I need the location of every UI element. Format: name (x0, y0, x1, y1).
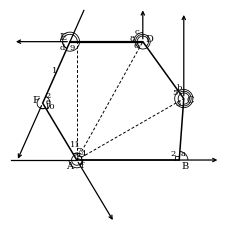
Text: F: F (32, 96, 39, 105)
Text: 3: 3 (175, 100, 181, 108)
Text: D: D (146, 35, 154, 44)
Text: 9: 9 (70, 44, 75, 52)
Text: b: b (177, 84, 182, 92)
Text: c: c (134, 28, 139, 36)
Text: 8: 8 (129, 35, 135, 43)
Text: f: f (80, 162, 83, 170)
Text: 5: 5 (173, 89, 178, 97)
Text: 11: 11 (70, 141, 81, 149)
Text: e: e (45, 98, 50, 106)
Text: 2: 2 (46, 92, 51, 100)
Text: B: B (181, 162, 188, 171)
Text: 1: 1 (52, 67, 58, 75)
Text: E: E (60, 33, 67, 42)
Text: d: d (60, 44, 65, 52)
Text: 10: 10 (45, 103, 56, 111)
Text: 4: 4 (80, 150, 86, 158)
Text: a: a (180, 150, 185, 158)
Text: 6: 6 (134, 42, 139, 50)
Text: 7: 7 (76, 147, 81, 155)
Text: C: C (187, 96, 194, 105)
Text: A: A (67, 162, 73, 171)
Text: 2: 2 (170, 150, 176, 158)
